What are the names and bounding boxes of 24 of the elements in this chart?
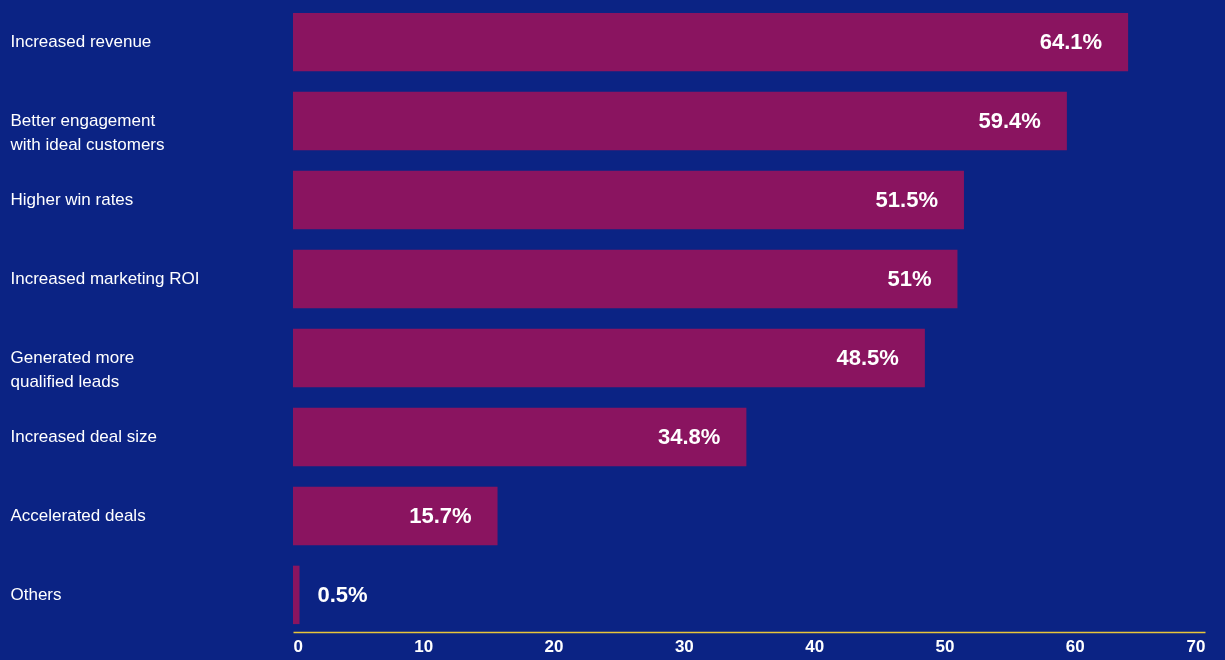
data-label: 15.7% — [409, 502, 472, 528]
y-tick-label: Generated more qualified leads — [10, 347, 135, 391]
y-tick-label: Accelerated deals — [10, 505, 146, 525]
x-tick-label: 70 — [1186, 636, 1206, 656]
data-label: 48.5% — [836, 344, 899, 370]
x-tick-label: 0 — [293, 636, 303, 656]
y-tick-label: Better engagement with ideal customers — [9, 111, 165, 155]
y-tick-label: Others — [10, 584, 62, 604]
x-tick-label: 30 — [674, 636, 694, 656]
x-tick-label: 10 — [414, 636, 434, 656]
x-tick-label: 40 — [805, 636, 825, 656]
y-tick-label: Increased deal size — [10, 426, 157, 446]
y-tick-label: Increased marketing ROI — [10, 269, 200, 289]
data-label: 0.5% — [317, 581, 368, 607]
data-label: 51.5% — [875, 187, 938, 213]
data-label: 59.4% — [978, 108, 1041, 134]
data-label: 64.1% — [1039, 29, 1103, 55]
data-label: 51% — [887, 266, 932, 292]
y-tick-label: Increased revenue — [10, 32, 152, 52]
x-tick-label: 60 — [1065, 636, 1085, 656]
y-tick-label: Higher win rates — [10, 190, 134, 210]
data-label: 34.8% — [658, 423, 721, 449]
x-tick-label: 20 — [544, 636, 564, 656]
x-tick-label: 50 — [935, 636, 955, 656]
